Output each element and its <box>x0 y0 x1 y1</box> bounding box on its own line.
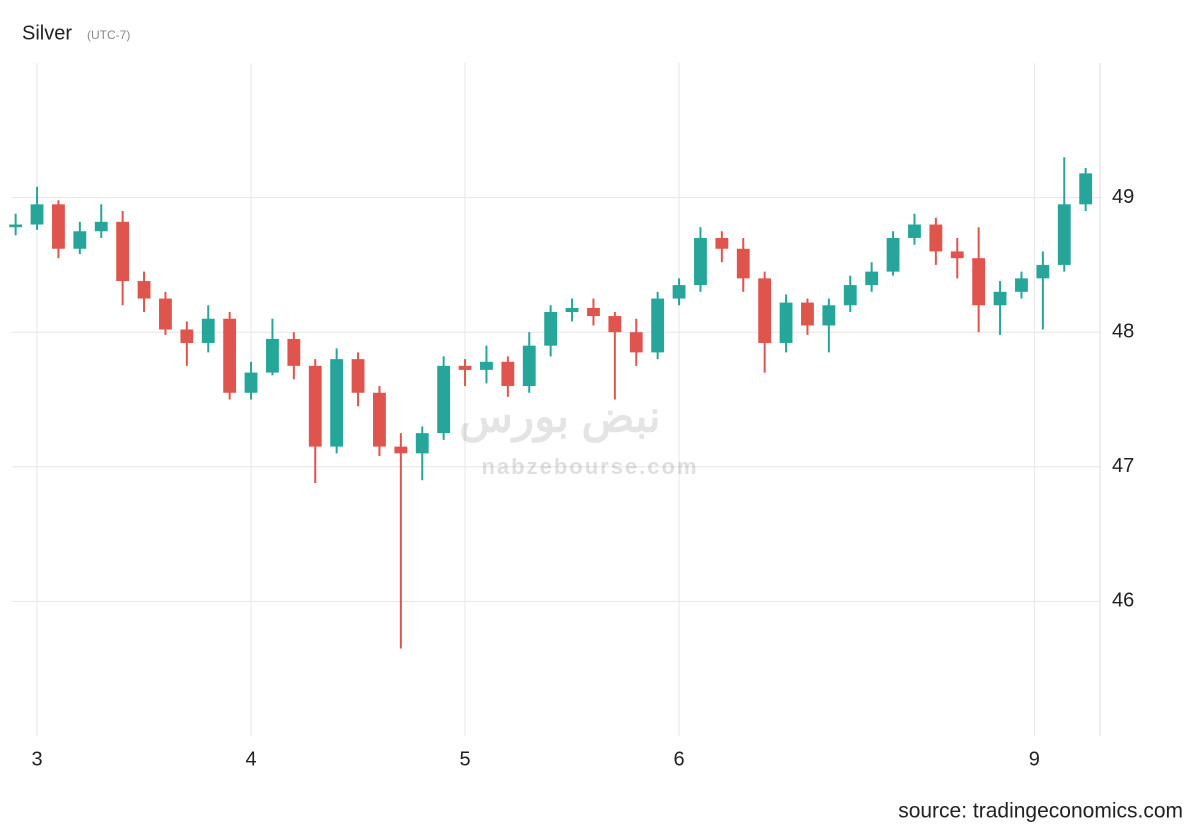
candle-body <box>458 365 472 370</box>
source: source: tradingeconomics.com <box>898 800 1183 823</box>
candle-body <box>694 237 707 286</box>
candle-body <box>608 316 622 333</box>
candle-body <box>736 248 750 279</box>
candle-body <box>223 318 237 393</box>
candle-body <box>1015 278 1028 292</box>
candle-body <box>30 204 44 225</box>
candle-body <box>801 302 814 326</box>
candle-body <box>330 359 344 447</box>
candle-body <box>137 281 151 299</box>
candle-body <box>73 231 87 249</box>
candle-body <box>287 338 301 366</box>
candle-body <box>908 224 921 238</box>
candle-body <box>629 332 643 353</box>
watermark-logo: نبض بورس <box>459 393 661 444</box>
chart-subtitle: (UTC-7) <box>87 28 130 42</box>
candle-body <box>886 237 900 272</box>
candle-body <box>929 224 943 252</box>
candle-body <box>351 359 365 393</box>
candle-body <box>1057 204 1071 265</box>
x-tick-label: 3 <box>31 748 42 770</box>
candle-body <box>1036 264 1050 279</box>
candle-body <box>201 318 215 343</box>
candle-body <box>715 237 729 249</box>
candle-body <box>544 312 558 346</box>
candle-body <box>159 298 172 330</box>
candle-body <box>565 307 579 313</box>
candle-body <box>244 372 258 393</box>
candle-body <box>651 298 665 353</box>
candle-body <box>180 329 194 343</box>
candle-body <box>415 433 429 454</box>
candle-body <box>587 307 600 317</box>
candle-body <box>266 338 279 373</box>
x-tick-label: 9 <box>1029 748 1040 770</box>
candle-body <box>950 251 964 259</box>
candle-body <box>394 446 408 454</box>
candle-body <box>758 278 772 343</box>
candle-body <box>1079 173 1093 205</box>
candle-body <box>308 365 322 447</box>
candle-body <box>116 221 130 282</box>
candle-body <box>9 224 23 228</box>
x-tick-label: 6 <box>673 748 684 770</box>
watermark-site: nabzebourse.com <box>481 454 698 479</box>
candle-body <box>779 302 793 343</box>
y-tick-label: 47 <box>1112 455 1134 477</box>
candle-body <box>993 291 1007 306</box>
candle-body <box>373 392 386 447</box>
candle-body <box>94 221 108 232</box>
chart-title: Silver <box>22 22 72 44</box>
candle-body <box>822 305 836 326</box>
y-tick-label: 46 <box>1112 590 1134 612</box>
candle-body <box>522 345 536 387</box>
candle-body <box>52 204 65 249</box>
candle-body <box>972 258 986 306</box>
candle-body <box>865 271 879 286</box>
x-tick-label: 5 <box>459 748 470 770</box>
candle-body <box>437 365 451 434</box>
candle-body <box>480 361 493 370</box>
x-tick-label: 4 <box>245 748 256 770</box>
y-tick-label: 48 <box>1112 320 1134 342</box>
candle-body <box>843 285 857 306</box>
candle-body <box>501 361 515 387</box>
candle-body <box>672 285 686 299</box>
y-tick-label: 49 <box>1112 186 1134 208</box>
